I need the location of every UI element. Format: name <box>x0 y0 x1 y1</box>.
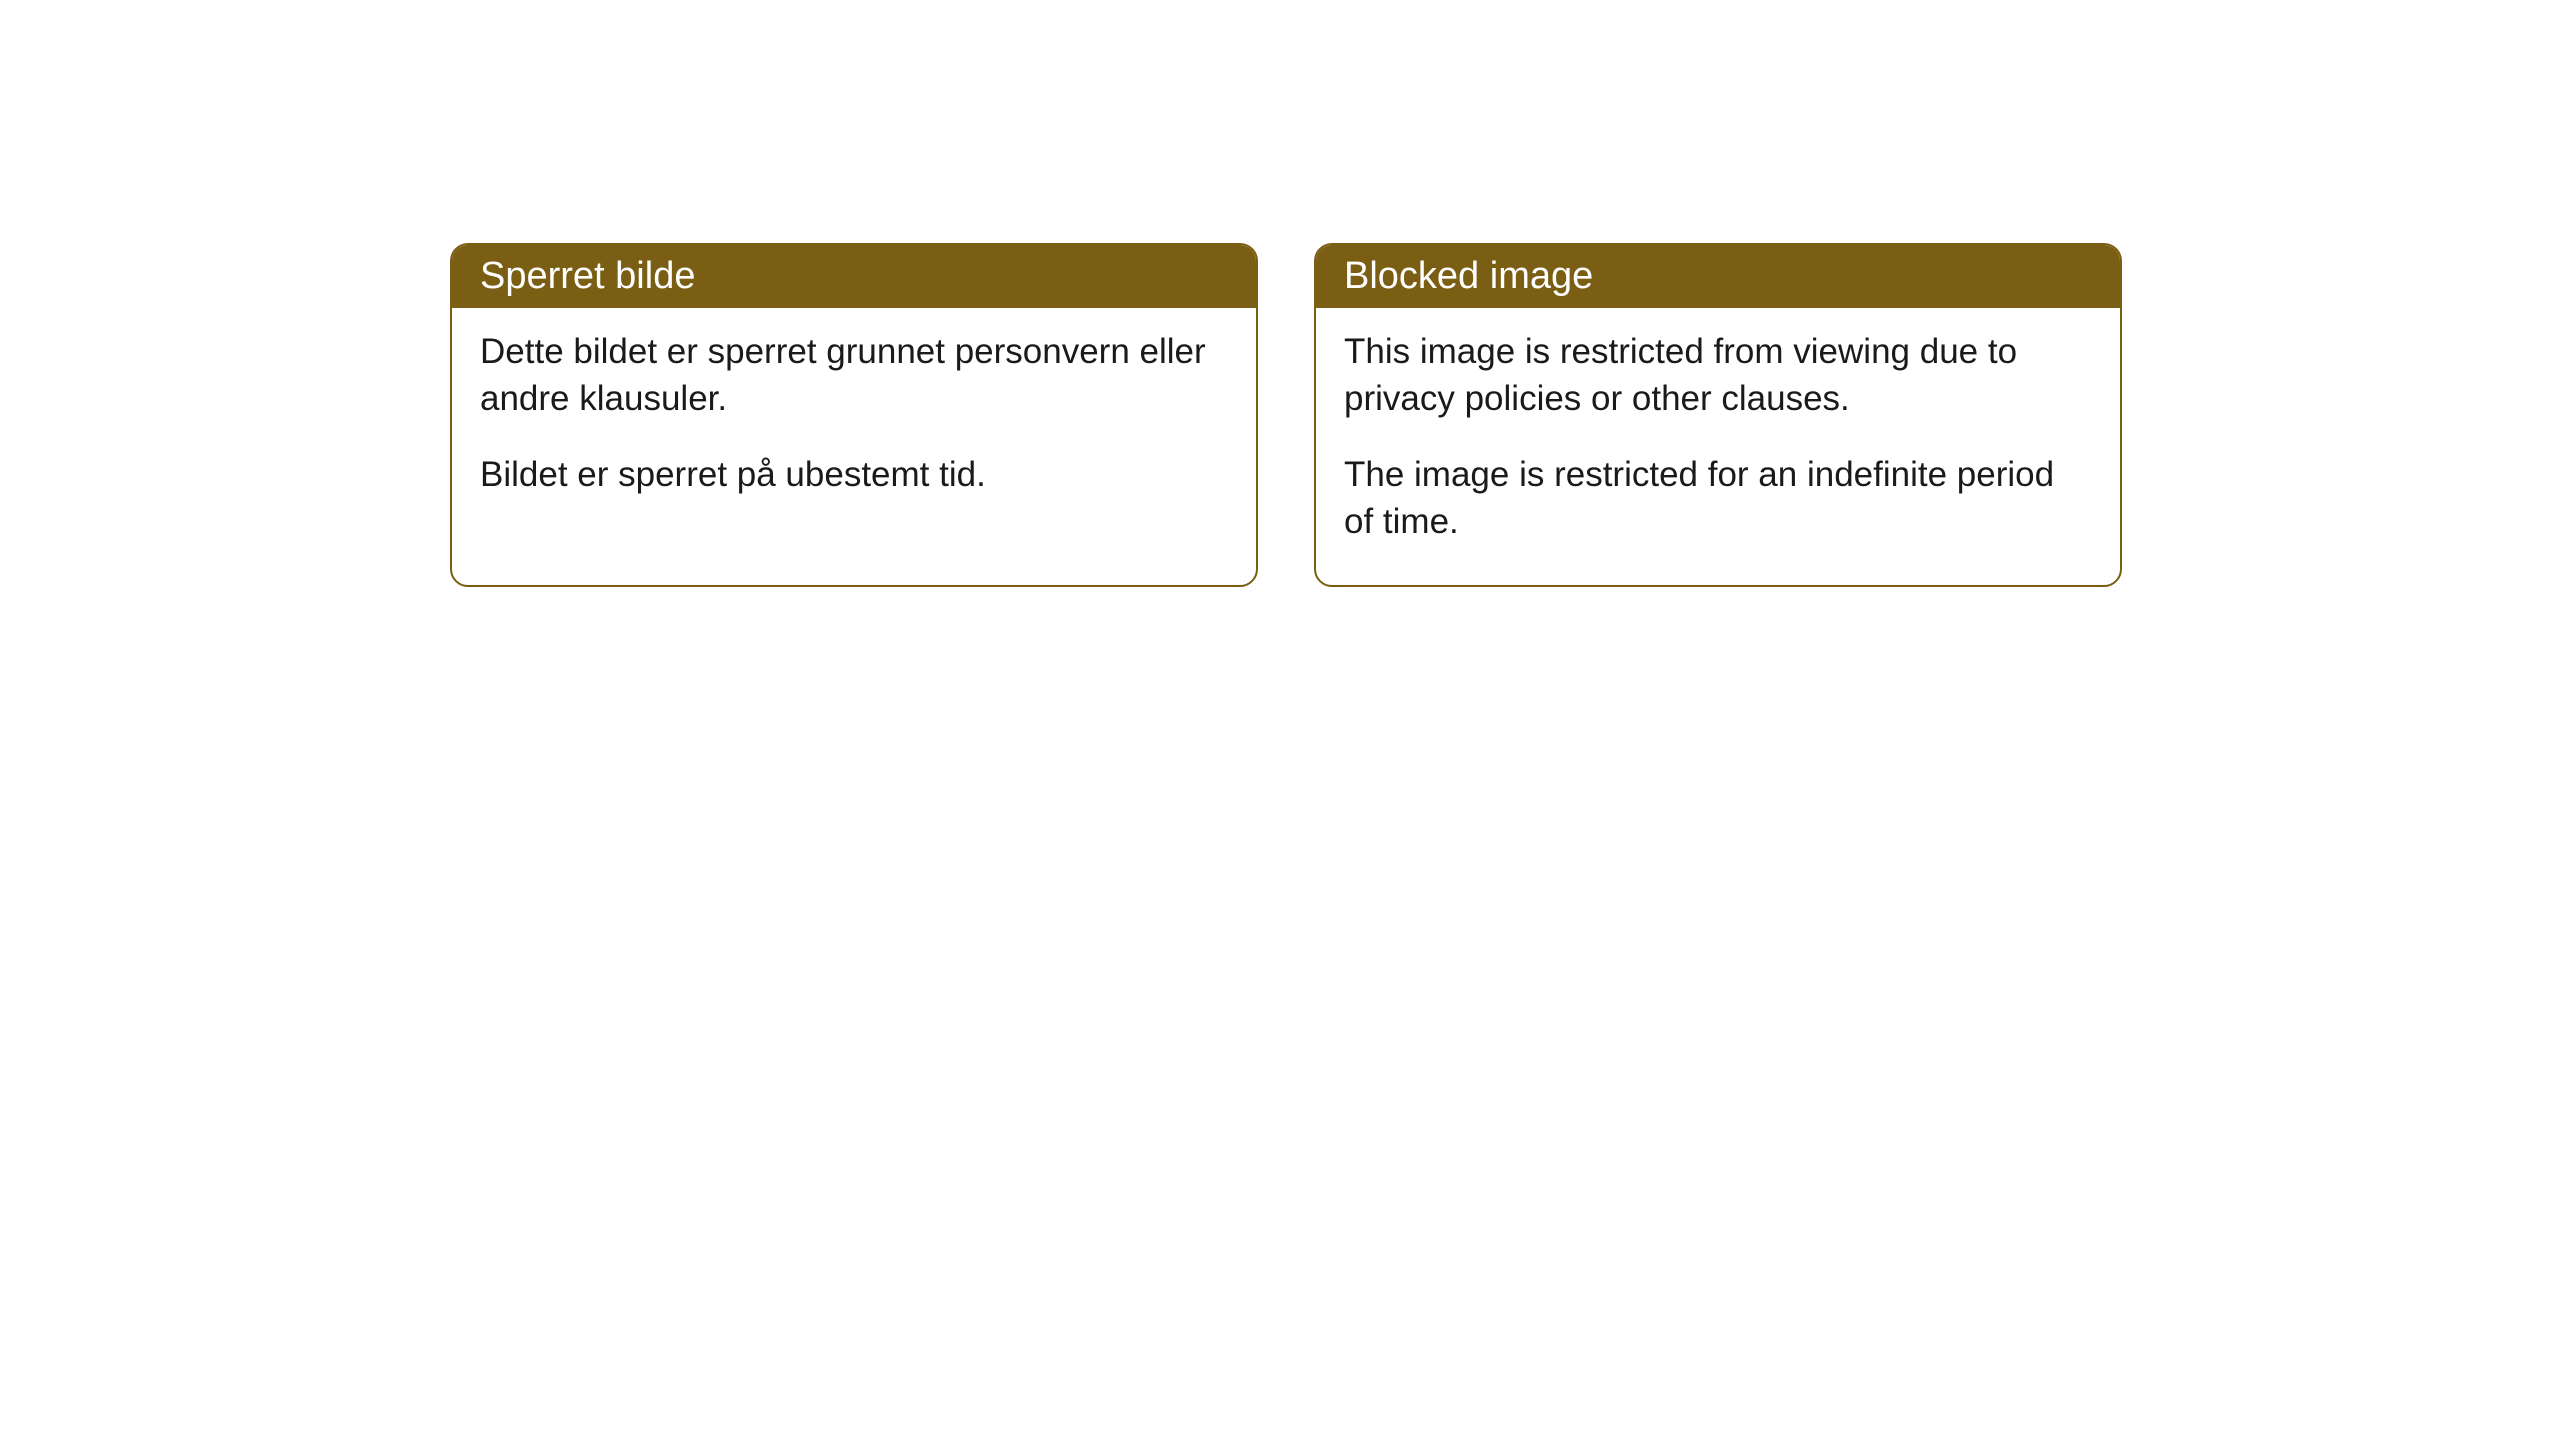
notice-card-english: Blocked image This image is restricted f… <box>1314 243 2122 587</box>
card-title: Sperret bilde <box>480 255 695 297</box>
card-body: This image is restricted from viewing du… <box>1316 308 2120 585</box>
card-title: Blocked image <box>1344 255 1593 297</box>
card-header: Blocked image <box>1316 245 2120 308</box>
card-body: Dette bildet er sperret grunnet personve… <box>452 308 1256 538</box>
card-paragraph: Bildet er sperret på ubestemt tid. <box>480 451 1228 498</box>
card-header: Sperret bilde <box>452 245 1256 308</box>
card-paragraph: The image is restricted for an indefinit… <box>1344 451 2092 546</box>
card-paragraph: Dette bildet er sperret grunnet personve… <box>480 328 1228 423</box>
notice-card-norwegian: Sperret bilde Dette bildet er sperret gr… <box>450 243 1258 587</box>
card-paragraph: This image is restricted from viewing du… <box>1344 328 2092 423</box>
notice-container: Sperret bilde Dette bildet er sperret gr… <box>450 243 2122 587</box>
